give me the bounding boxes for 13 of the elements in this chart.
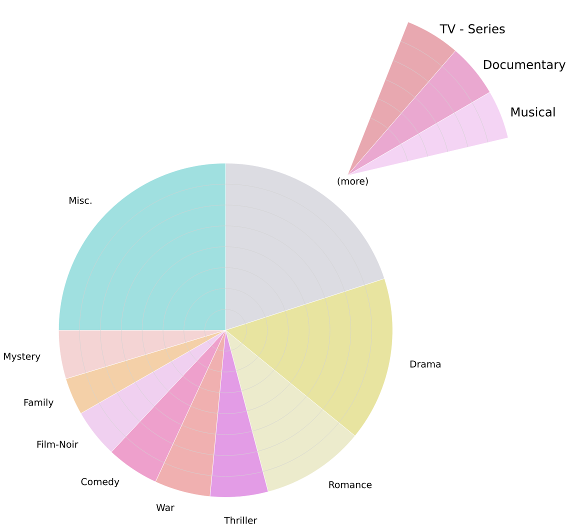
slice-label: Musical bbox=[511, 107, 555, 117]
slice-label: Thriller bbox=[224, 516, 258, 524]
slice-label: Documentary bbox=[484, 60, 566, 72]
slice-label: Mystery bbox=[4, 352, 40, 362]
slice-label: Drama bbox=[410, 360, 440, 368]
slice-label: TV - Series bbox=[440, 24, 505, 34]
slice-label: Comedy bbox=[81, 478, 120, 488]
slice-label: (more) bbox=[338, 177, 368, 186]
slice-label: Family bbox=[24, 398, 54, 408]
slice-label: Film-Noir bbox=[37, 440, 78, 448]
slice-label: Romance bbox=[329, 481, 372, 488]
slice-label: War bbox=[156, 504, 174, 512]
slice-label: Misc. bbox=[70, 196, 92, 204]
